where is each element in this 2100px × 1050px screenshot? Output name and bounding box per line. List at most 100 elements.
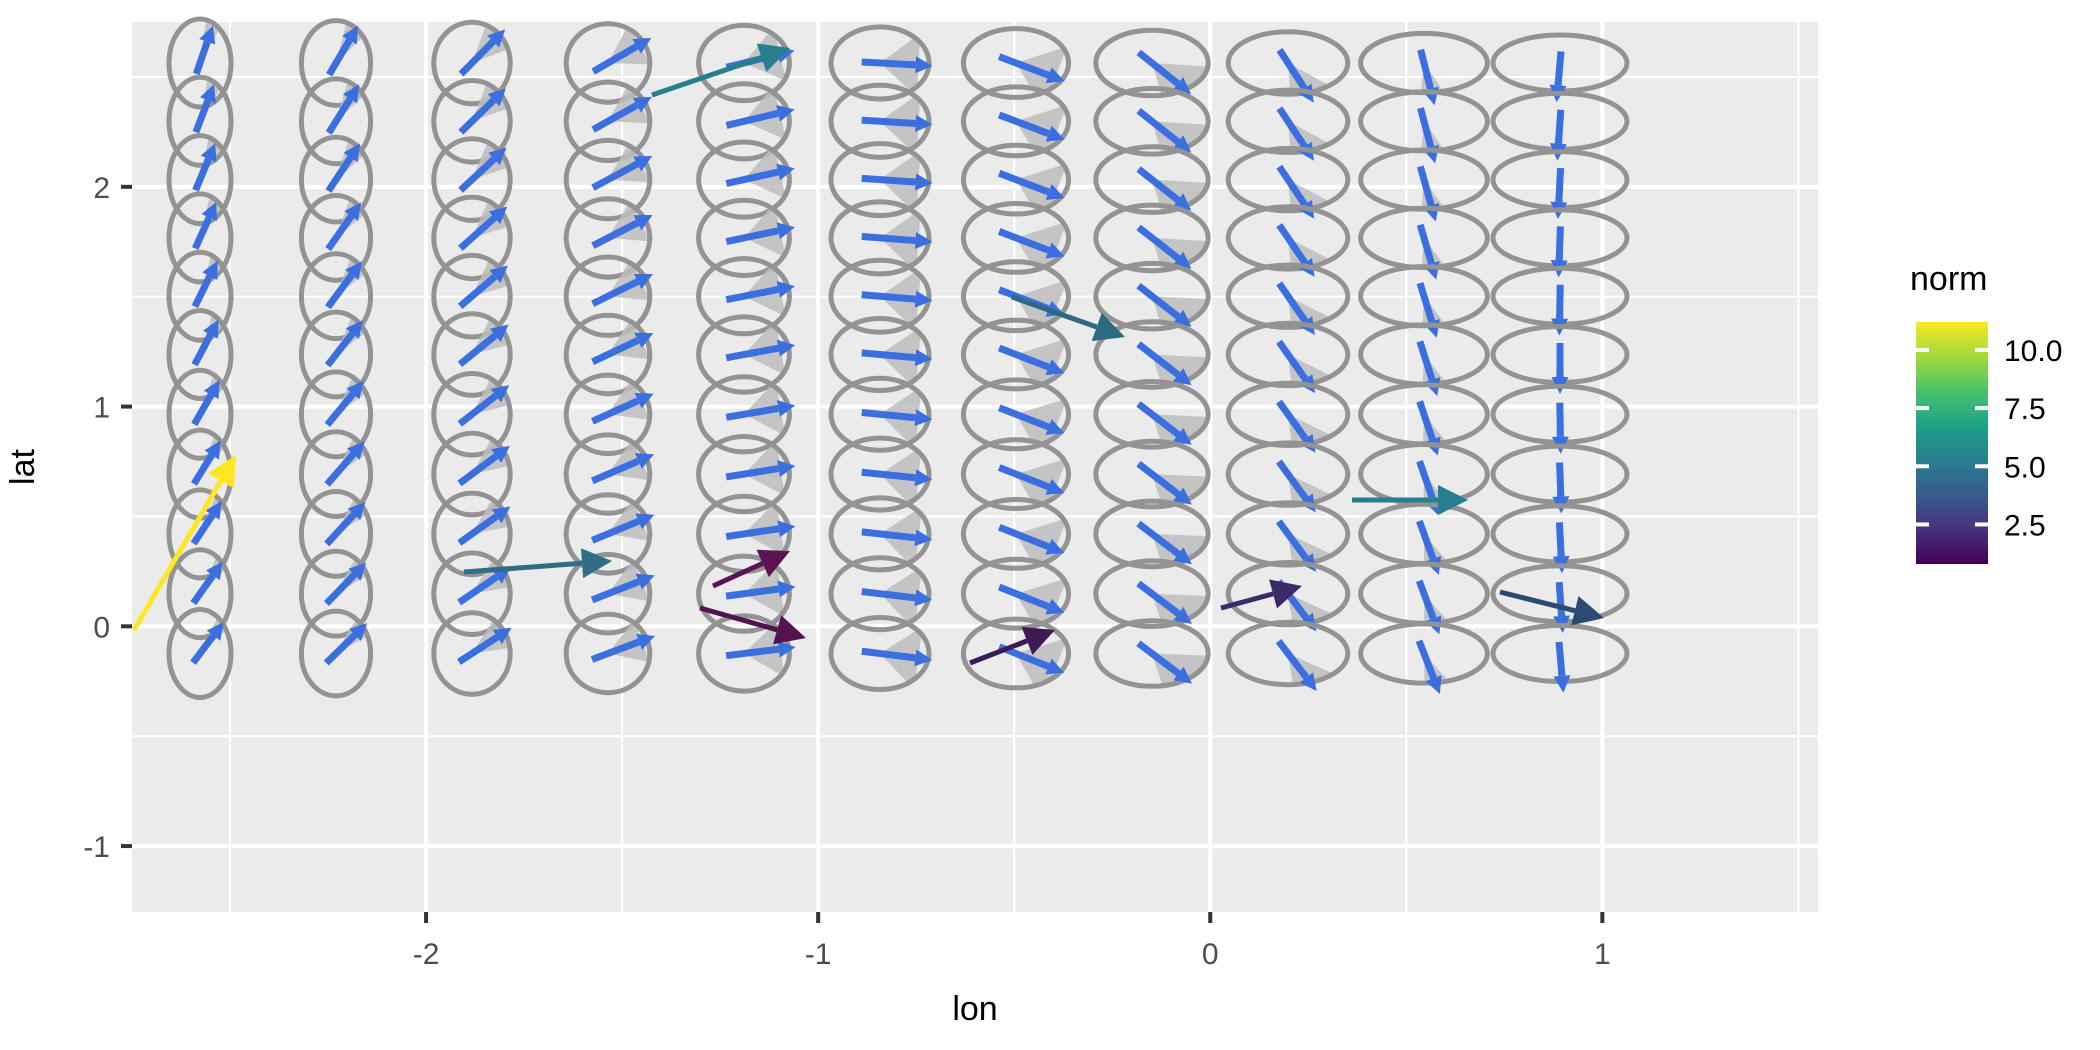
mean-arrow-head [914, 529, 933, 547]
mean-arrow-shaft [861, 174, 916, 186]
mean-arrow-head [199, 25, 216, 45]
glyph-ellipse [166, 74, 234, 168]
mean-arrow-shaft [725, 465, 780, 481]
mean-arrow-shaft [1136, 341, 1181, 378]
mean-arrow-head [205, 561, 223, 581]
mean-arrow-shaft [190, 573, 216, 606]
mean-arrow-head [200, 84, 216, 104]
vector-glyph [563, 196, 653, 280]
glyph-layer [166, 16, 1630, 700]
glyph-ellipse [563, 254, 653, 338]
mean-arrow-shaft [191, 274, 214, 309]
mean-arrow-head [490, 324, 509, 342]
uncertainty-wedge [1016, 518, 1068, 569]
glyph-ellipse [1225, 262, 1351, 330]
mean-arrow-shaft [590, 578, 641, 604]
mean-arrow-shaft [1136, 282, 1181, 320]
mean-arrow-head [1045, 598, 1065, 615]
overlay-arrow-shaft [699, 605, 778, 633]
glyph-ellipse [563, 196, 653, 280]
mean-arrow-head [349, 623, 368, 642]
mean-arrow-head [343, 143, 361, 163]
glyph-ellipse [298, 134, 374, 225]
y-tick-label: 0 [93, 611, 110, 644]
mean-arrow-shaft [323, 632, 358, 666]
uncertainty-wedge [1016, 338, 1068, 389]
glyph-ellipse [298, 429, 374, 520]
glyph-ellipse [298, 193, 374, 283]
glyph-ellipse [298, 608, 374, 699]
plot-panel [132, 22, 1818, 912]
vector-glyph [828, 495, 933, 573]
glyph-ellipse [166, 191, 234, 285]
glyph-ellipse [1358, 621, 1490, 686]
vector-glyph [166, 191, 234, 285]
overlay-arrow-head [207, 455, 236, 489]
glyph-ellipse [1225, 29, 1351, 97]
mean-arrow-shaft [1416, 340, 1436, 381]
mean-arrow-shaft [458, 215, 497, 251]
mean-arrow-shaft [725, 109, 779, 129]
glyph-ellipse [828, 375, 932, 453]
vector-glyph [1093, 319, 1211, 390]
overlay-arrow [131, 455, 236, 632]
vector-glyph [696, 197, 795, 278]
glyph-ellipse [828, 82, 932, 160]
glyph-ellipse [1093, 558, 1211, 630]
overlay-arrow [1011, 294, 1125, 342]
overlay-arrow-head [1091, 312, 1125, 342]
glyph-ellipse [696, 22, 792, 104]
mean-arrow-head [487, 88, 506, 107]
vector-glyph [298, 193, 374, 283]
vector-glyph [431, 490, 513, 578]
mean-arrow-head [492, 627, 512, 645]
vector-glyph [1093, 618, 1211, 689]
vector-glyph [166, 16, 234, 110]
legend-colorbar[interactable] [1916, 322, 1988, 564]
glyph-ellipse [563, 137, 653, 222]
mean-arrow-shaft [1136, 580, 1181, 617]
y-axis-title: lat [4, 448, 42, 484]
vector-glyph [563, 611, 655, 696]
mean-arrow-head [1173, 427, 1192, 445]
legend-tick-label: 7.5 [2004, 393, 2046, 426]
mean-arrow-head [777, 580, 796, 598]
mean-arrow-shaft [1136, 224, 1181, 262]
glyph-ellipse [166, 487, 234, 581]
overlay-arrow-head [1269, 579, 1302, 609]
vector-glyph [828, 435, 933, 513]
glyph-ellipse [431, 194, 513, 282]
mean-arrow-head [632, 96, 652, 113]
mean-arrow-head [347, 441, 365, 460]
glyph-ellipse [166, 249, 234, 343]
mean-arrow-shaft [1417, 48, 1434, 90]
mean-arrow-head [777, 520, 796, 538]
mean-arrow-shaft [190, 633, 217, 665]
legend-tick-label: 5.0 [2004, 451, 2046, 484]
glyph-ellipse [1225, 87, 1351, 156]
mean-arrow-head [1045, 242, 1065, 259]
x-tick-label: -1 [805, 938, 832, 971]
mean-arrow-shaft [861, 528, 916, 542]
glyph-ellipse [828, 495, 932, 573]
mean-arrow-shaft [725, 168, 779, 187]
vector-glyph [960, 26, 1072, 100]
overlay-arrow-shaft [131, 479, 224, 632]
mean-arrow-head [776, 281, 796, 298]
mean-arrow-shaft [190, 453, 215, 486]
mean-arrow-shaft [997, 169, 1050, 196]
glyph-ellipse [1225, 619, 1351, 688]
mean-arrow-shaft [191, 393, 215, 427]
mean-arrow-head [206, 622, 224, 641]
vector-glyph [431, 252, 513, 340]
uncertainty-wedge [1423, 533, 1466, 564]
glyph-ellipse [960, 497, 1072, 571]
mean-arrow-head [634, 332, 654, 349]
glyph-ellipse [960, 437, 1072, 512]
overlay-arrow-shaft [711, 561, 764, 589]
mean-arrow-shaft [1136, 49, 1181, 87]
glyph-ellipse [1225, 320, 1351, 389]
glyph-ellipse [1225, 440, 1351, 508]
mean-arrow-shaft [997, 228, 1050, 254]
